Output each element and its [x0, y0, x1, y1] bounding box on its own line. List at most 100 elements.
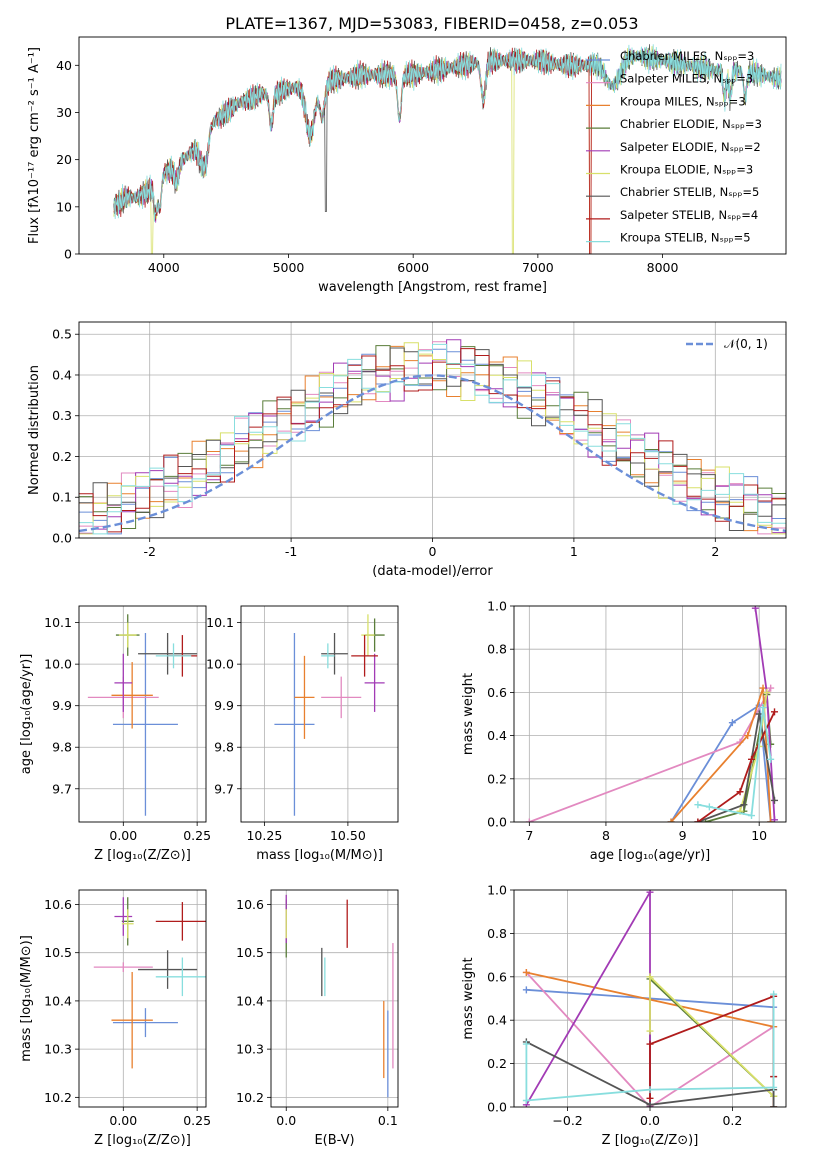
x-tick-label: 8	[602, 828, 610, 843]
x-tick-label: 0.25	[183, 1113, 211, 1128]
plot-area	[93, 897, 206, 1069]
y-tick-label: 10.2	[44, 1090, 72, 1105]
histogram-series-6	[79, 342, 786, 535]
plot-area	[285, 894, 394, 1098]
weight-point	[646, 1086, 654, 1094]
y-tick-label: 10.4	[236, 993, 264, 1008]
axes-frame	[78, 36, 787, 255]
legend-entry: Chabrier MILES, Nₛₚₚ=3	[620, 49, 754, 63]
weight-series-1	[670, 703, 772, 822]
weight-series-7	[525, 1041, 775, 1107]
weight-point	[694, 801, 702, 809]
weight-point	[728, 719, 736, 727]
weight-point	[646, 1094, 654, 1102]
y-axis-label: age [log₁₀(age/yr)]	[19, 654, 34, 775]
spectrum-series-9	[113, 44, 782, 222]
weight-point	[748, 812, 756, 820]
y-tick-label: 9.8	[52, 740, 72, 755]
weight-point	[522, 1040, 530, 1048]
weight-point	[767, 684, 775, 692]
x-tick-label: 7000	[522, 260, 554, 275]
y-tick-label: 10.6	[236, 897, 264, 912]
plot-area	[79, 339, 786, 535]
weight-series-5	[525, 890, 651, 1107]
panel-mass_vs_ebv: 0.0 0.1 10.2 10.3 10.4 10.5 10.6 E(B-V)	[236, 889, 399, 1148]
x-tick-label: 0.25	[183, 828, 211, 843]
x-axis-label: E(B-V)	[314, 1133, 354, 1148]
weight-point	[767, 818, 775, 822]
x-tick-label: 7	[525, 828, 533, 843]
panel-mass_vs_Z: 0.00 0.25 10.2 10.3 10.4 10.5 10.6 Z [log₁₀(Z/Z…	[19, 889, 211, 1148]
weight-point	[767, 755, 775, 763]
weight-series-2	[528, 687, 772, 822]
y-tick-label: 0	[64, 247, 72, 262]
weight-point	[770, 990, 778, 998]
weight-point	[771, 816, 779, 822]
weight-point	[705, 803, 713, 811]
x-tick-label: 2	[711, 544, 719, 559]
x-axis-label: Z [log₁₀(Z/Z⊙)]	[94, 848, 191, 863]
weight-point	[770, 1083, 778, 1091]
panel-weight_vs_Z: −0.2 0.0 0.2 0.0 0.2 0.4 0.6 0.8 1.0 Z [log₁₀(Z/Z…	[461, 883, 787, 1148]
axes-frame	[78, 889, 207, 1108]
y-tick-label: 0.0	[487, 1100, 507, 1115]
x-tick-label: -2	[143, 544, 155, 559]
figure-title: PLATE=1367, MJD=53083, FIBERID=0458, z=0…	[225, 14, 638, 33]
y-tick-label: 0.6	[487, 969, 507, 984]
weight-point	[751, 606, 759, 612]
legend-entry: Kroupa ELODIE, Nₛₚₚ=3	[620, 163, 753, 177]
panel-age_vs_Z: 0.00 0.25 9.7 9.8 9.9 10.0 10.1 Z [log₁₀(Z/Z⊙)]…	[19, 605, 211, 863]
legend-entry: Chabrier STELIB, Nₛₚₚ=5	[620, 185, 759, 199]
weight-point	[522, 986, 530, 994]
y-tick-label: 0.8	[487, 926, 507, 941]
panel-weight_vs_age: 7 8 9 10 0.0 0.2 0.4 0.6 0.8 1.0 age [log₁₀(age/yr…	[461, 599, 787, 863]
x-tick-label: −0.2	[552, 1113, 582, 1128]
weight-point	[522, 1096, 530, 1104]
y-tick-label: 0.8	[487, 642, 507, 657]
y-tick-label: 0.5	[52, 327, 72, 342]
y-tick-label: 0.4	[52, 367, 72, 382]
x-tick-label: 0.0	[640, 1113, 660, 1128]
plot-area	[274, 614, 385, 816]
legend-entry: Chabrier ELODIE, Nₛₚₚ=3	[620, 117, 762, 131]
x-axis-label: Z [log₁₀(Z/Z⊙)]	[94, 1133, 191, 1148]
weight-point	[759, 704, 767, 712]
legend-entry: 𝒩(0, 1)	[724, 337, 768, 351]
y-tick-label: 1.0	[487, 599, 507, 614]
legend-entry: Kroupa STELIB, Nₛₚₚ=5	[620, 231, 751, 245]
plot-area	[87, 614, 198, 816]
y-tick-label: 10.5	[44, 945, 72, 960]
y-tick-label: 10.0	[206, 657, 234, 672]
panel-age_vs_mass: 10.25 10.50 9.7 9.8 9.9 10.0 10.1 mass [log₁₀(M…	[206, 605, 399, 863]
panel-spectrum: 4000 5000 6000 7000 8000 0 10 20 30 40 wavelength …	[27, 36, 787, 295]
y-tick-label: 10.0	[44, 657, 72, 672]
plot-area	[113, 44, 782, 254]
y-tick-label: 1.0	[487, 883, 507, 898]
y-axis-label: Flux [fλ10⁻¹⁷ erg cm⁻² s⁻¹ A⁻¹]	[27, 47, 42, 244]
x-axis-label: wavelength [Angstrom, rest frame]	[318, 280, 547, 295]
histogram-series-9	[79, 343, 786, 535]
axes-frame	[270, 889, 399, 1108]
legend-entry: Salpeter MILES, Nₛₚₚ=3	[620, 72, 753, 86]
weight-point	[744, 732, 752, 740]
y-tick-label: 10.3	[236, 1042, 264, 1057]
y-tick-label: 10.2	[236, 1090, 264, 1105]
plot-area	[522, 890, 778, 1107]
axes-frame	[513, 889, 787, 1108]
weight-point	[748, 755, 756, 763]
x-tick-label: 6000	[397, 260, 429, 275]
y-axis-label: mass [log₁₀(M/M⊙)]	[19, 935, 34, 1062]
weight-point	[525, 818, 533, 822]
y-tick-label: 30	[56, 105, 72, 120]
weight-point	[740, 801, 748, 809]
y-tick-label: 0.1	[52, 490, 72, 505]
y-tick-label: 0.2	[487, 771, 507, 786]
weight-point	[646, 1027, 654, 1035]
axes-frame	[78, 321, 787, 539]
weight-point	[736, 788, 744, 796]
x-tick-label: 8000	[647, 260, 679, 275]
y-tick-label: 10.4	[44, 993, 72, 1008]
y-tick-label: 0.4	[487, 1013, 507, 1028]
legend-entry: Kroupa MILES, Nₛₚₚ=3	[620, 94, 746, 108]
